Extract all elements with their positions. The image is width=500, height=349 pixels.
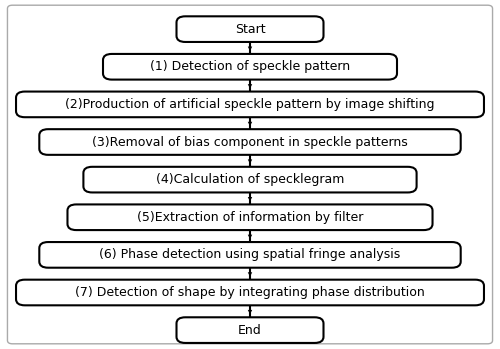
Text: (7) Detection of shape by integrating phase distribution: (7) Detection of shape by integrating ph… (75, 286, 425, 299)
Text: (3)Removal of bias component in speckle patterns: (3)Removal of bias component in speckle … (92, 135, 408, 149)
FancyBboxPatch shape (176, 16, 324, 42)
FancyBboxPatch shape (84, 167, 416, 192)
FancyBboxPatch shape (16, 91, 484, 117)
Text: (1) Detection of speckle pattern: (1) Detection of speckle pattern (150, 60, 350, 73)
Text: (6) Phase detection using spatial fringe analysis: (6) Phase detection using spatial fringe… (100, 248, 401, 261)
FancyBboxPatch shape (68, 205, 432, 230)
Text: (5)Extraction of information by filter: (5)Extraction of information by filter (137, 211, 363, 224)
FancyBboxPatch shape (103, 54, 397, 80)
Text: (2)Production of artificial speckle pattern by image shifting: (2)Production of artificial speckle patt… (65, 98, 435, 111)
FancyBboxPatch shape (40, 242, 461, 268)
FancyBboxPatch shape (16, 280, 484, 305)
FancyBboxPatch shape (176, 317, 324, 343)
Text: Start: Start (234, 23, 266, 36)
Text: (4)Calculation of specklegram: (4)Calculation of specklegram (156, 173, 344, 186)
Text: End: End (238, 324, 262, 337)
FancyBboxPatch shape (40, 129, 461, 155)
